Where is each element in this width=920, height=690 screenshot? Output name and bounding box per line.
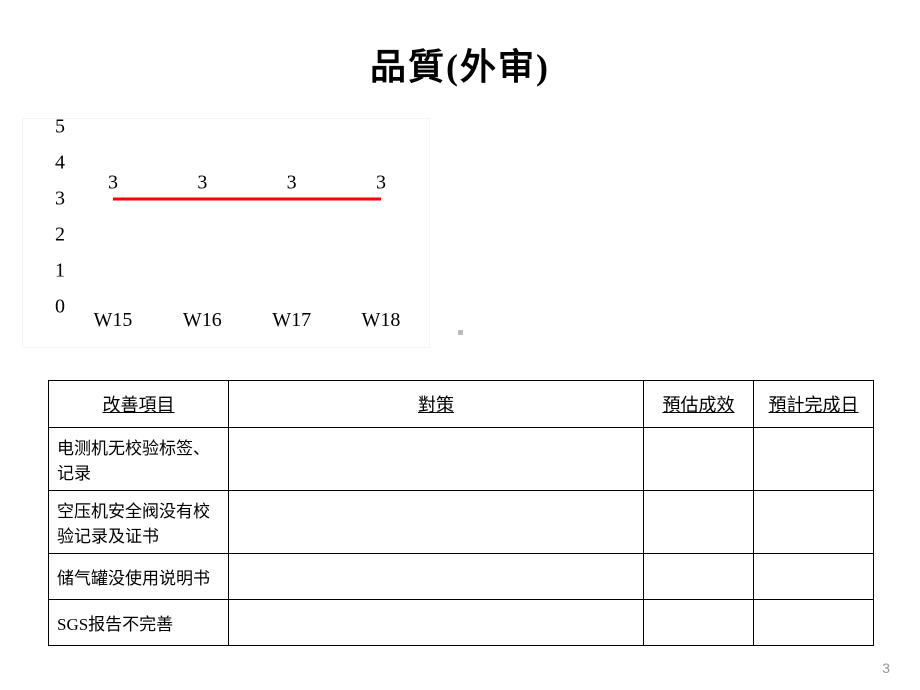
x-tick: W17 xyxy=(272,309,311,332)
chart-line xyxy=(113,198,381,201)
y-tick: 3 xyxy=(55,188,65,211)
table-cell xyxy=(644,491,754,554)
header-date: 預計完成日 xyxy=(754,381,874,428)
table-cell xyxy=(229,428,644,491)
line-chart: 0 1 2 3 4 5 3 3 3 3 W15 W16 W17 W18 xyxy=(22,118,430,348)
x-tick: W18 xyxy=(362,309,401,332)
table-cell: 电测机无校验标签、记录 xyxy=(49,428,229,491)
y-tick: 4 xyxy=(55,152,65,175)
data-label: 3 xyxy=(376,171,386,194)
decorative-dot xyxy=(458,330,463,335)
x-tick: W15 xyxy=(94,309,133,332)
table-cell: SGS报告不完善 xyxy=(49,600,229,646)
data-label: 3 xyxy=(197,171,207,194)
x-tick: W16 xyxy=(183,309,222,332)
table-cell xyxy=(754,428,874,491)
table-row: 电测机无校验标签、记录 xyxy=(49,428,874,491)
plot-area: 3 3 3 3 xyxy=(73,127,419,307)
table-cell xyxy=(644,428,754,491)
table-cell xyxy=(754,554,874,600)
table-row: SGS报告不完善 xyxy=(49,600,874,646)
header-effect: 預估成效 xyxy=(644,381,754,428)
data-label: 3 xyxy=(287,171,297,194)
data-label: 3 xyxy=(108,171,118,194)
y-axis: 012345 xyxy=(23,127,73,307)
table-cell xyxy=(754,600,874,646)
table-cell xyxy=(229,600,644,646)
table-row: 储气罐没使用说明书 xyxy=(49,554,874,600)
table-cell: 储气罐没使用说明书 xyxy=(49,554,229,600)
y-tick: 5 xyxy=(55,116,65,139)
table-header-row: 改善項目 對策 預估成效 預計完成日 xyxy=(49,381,874,428)
table-cell: 空压机安全阀没有校验记录及证书 xyxy=(49,491,229,554)
table-cell xyxy=(644,554,754,600)
table-cell xyxy=(754,491,874,554)
table-row: 空压机安全阀没有校验记录及证书 xyxy=(49,491,874,554)
table-cell xyxy=(644,600,754,646)
table-cell xyxy=(229,491,644,554)
y-tick: 2 xyxy=(55,224,65,247)
page-title: 品質(外审) xyxy=(0,0,920,108)
y-tick: 1 xyxy=(55,260,65,283)
improvement-table: 改善項目 對策 預估成效 預計完成日 电测机无校验标签、记录空压机安全阀没有校验… xyxy=(48,380,874,646)
y-tick: 0 xyxy=(55,296,65,319)
header-strategy: 對策 xyxy=(229,381,644,428)
table-cell xyxy=(229,554,644,600)
page-number: 3 xyxy=(882,660,890,676)
header-item: 改善項目 xyxy=(49,381,229,428)
x-axis: W15 W16 W17 W18 xyxy=(73,309,419,337)
